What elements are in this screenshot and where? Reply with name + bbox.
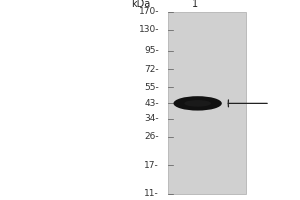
Text: 170-: 170-	[139, 7, 159, 17]
Text: 34-: 34-	[144, 114, 159, 123]
Text: 11-: 11-	[144, 190, 159, 198]
Ellipse shape	[173, 96, 222, 111]
Text: kDa: kDa	[131, 0, 150, 9]
Text: 17-: 17-	[144, 161, 159, 170]
Text: 72-: 72-	[144, 65, 159, 74]
Text: 26-: 26-	[144, 132, 159, 141]
Ellipse shape	[184, 100, 211, 107]
Text: 130-: 130-	[139, 25, 159, 34]
Text: 43-: 43-	[144, 99, 159, 108]
Bar	[168, 12, 246, 194]
Text: 1: 1	[192, 0, 198, 9]
Text: 55-: 55-	[144, 83, 159, 92]
Text: 95-: 95-	[144, 46, 159, 55]
